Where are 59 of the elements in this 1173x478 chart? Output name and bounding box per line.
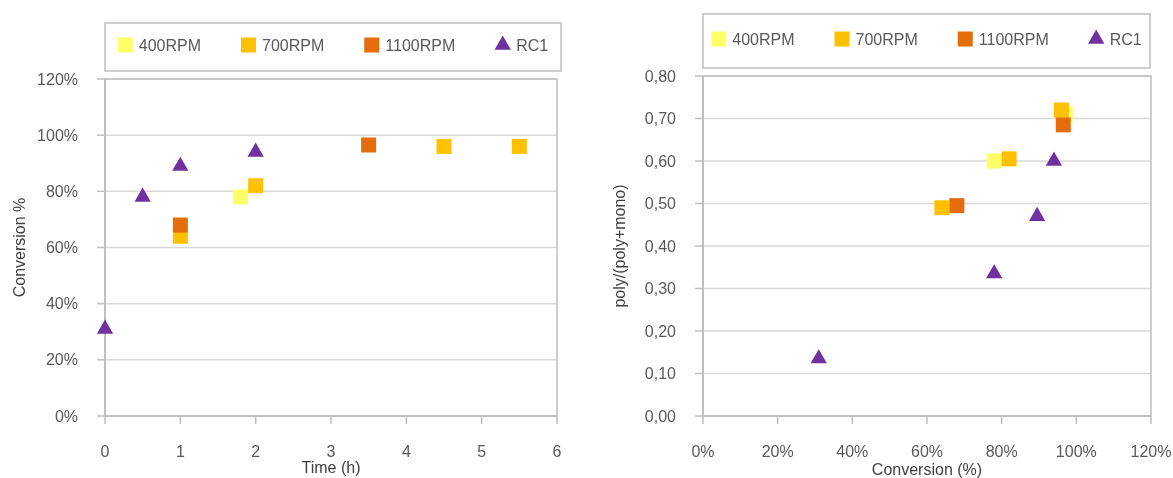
x-tick-label: 80% bbox=[985, 442, 1018, 460]
y-tick-label: 0,50 bbox=[644, 195, 677, 212]
x-tick-label: 0 bbox=[100, 442, 110, 460]
y-tick-label: 40% bbox=[45, 295, 78, 313]
point bbox=[96, 319, 114, 334]
legend-label: 1100RPM bbox=[385, 36, 456, 54]
x-tick-label: 2 bbox=[251, 442, 261, 460]
x-tick-label: 20% bbox=[761, 442, 794, 460]
y-tick-label: 0% bbox=[54, 407, 78, 425]
point bbox=[1055, 117, 1071, 133]
y-tick-label: 0,00 bbox=[644, 407, 677, 425]
x-tick-label: 4 bbox=[401, 442, 411, 460]
y-tick-label: 60% bbox=[45, 239, 78, 256]
y-tick-label: 0,30 bbox=[644, 280, 677, 297]
point bbox=[361, 137, 377, 153]
legend-label: 700RPM bbox=[262, 36, 325, 54]
point bbox=[248, 178, 264, 194]
point bbox=[986, 153, 1002, 169]
y-tick-label: 0,20 bbox=[644, 322, 677, 340]
x-tick-label: 100% bbox=[1055, 442, 1097, 460]
point bbox=[511, 138, 527, 154]
y-tick-label: 0,60 bbox=[644, 152, 677, 170]
x-axis-title: Conversion (%) bbox=[871, 460, 983, 478]
legend-label: 400RPM bbox=[138, 36, 202, 54]
point bbox=[1053, 102, 1069, 118]
x-tick-label: 60% bbox=[910, 442, 944, 460]
x-tick-label: 0% bbox=[691, 442, 715, 460]
point bbox=[1028, 206, 1046, 221]
y-tick-label: 20% bbox=[45, 351, 78, 369]
x-tick-label: 3 bbox=[326, 442, 336, 460]
y-tick-label: 80% bbox=[45, 182, 78, 200]
x-tick-label: 120% bbox=[1130, 442, 1172, 460]
point bbox=[810, 349, 827, 364]
y-tick-label: 120% bbox=[37, 70, 78, 88]
y-axis-title: poly/(poly+mono) bbox=[610, 184, 628, 308]
point bbox=[172, 217, 188, 233]
y-tick-label: 0,70 bbox=[644, 110, 677, 127]
point bbox=[934, 200, 950, 216]
legend-label: 1100RPM bbox=[978, 30, 1049, 48]
x-axis-title: Time (h) bbox=[301, 458, 361, 476]
point bbox=[1001, 151, 1017, 167]
legend-label: RC1 bbox=[516, 36, 549, 54]
x-tick-label: 6 bbox=[552, 442, 562, 460]
point bbox=[134, 187, 151, 202]
legend-label: 700RPM bbox=[855, 30, 918, 48]
x-tick-label: 1 bbox=[175, 442, 185, 460]
y-tick-label: 0,10 bbox=[644, 365, 677, 382]
point bbox=[436, 138, 452, 154]
point bbox=[233, 189, 249, 205]
y-tick-label: 0,40 bbox=[644, 237, 677, 255]
y-tick-label: 0,80 bbox=[644, 67, 677, 85]
point bbox=[986, 264, 1003, 279]
legend-label: RC1 bbox=[1109, 30, 1142, 48]
y-tick-label: 100% bbox=[37, 126, 78, 144]
x-tick-label: 40% bbox=[836, 442, 869, 460]
point bbox=[949, 198, 965, 214]
x-tick-label: 5 bbox=[477, 442, 487, 460]
legend-label: 400RPM bbox=[732, 30, 795, 48]
y-axis-title: Conversion % bbox=[10, 197, 28, 298]
